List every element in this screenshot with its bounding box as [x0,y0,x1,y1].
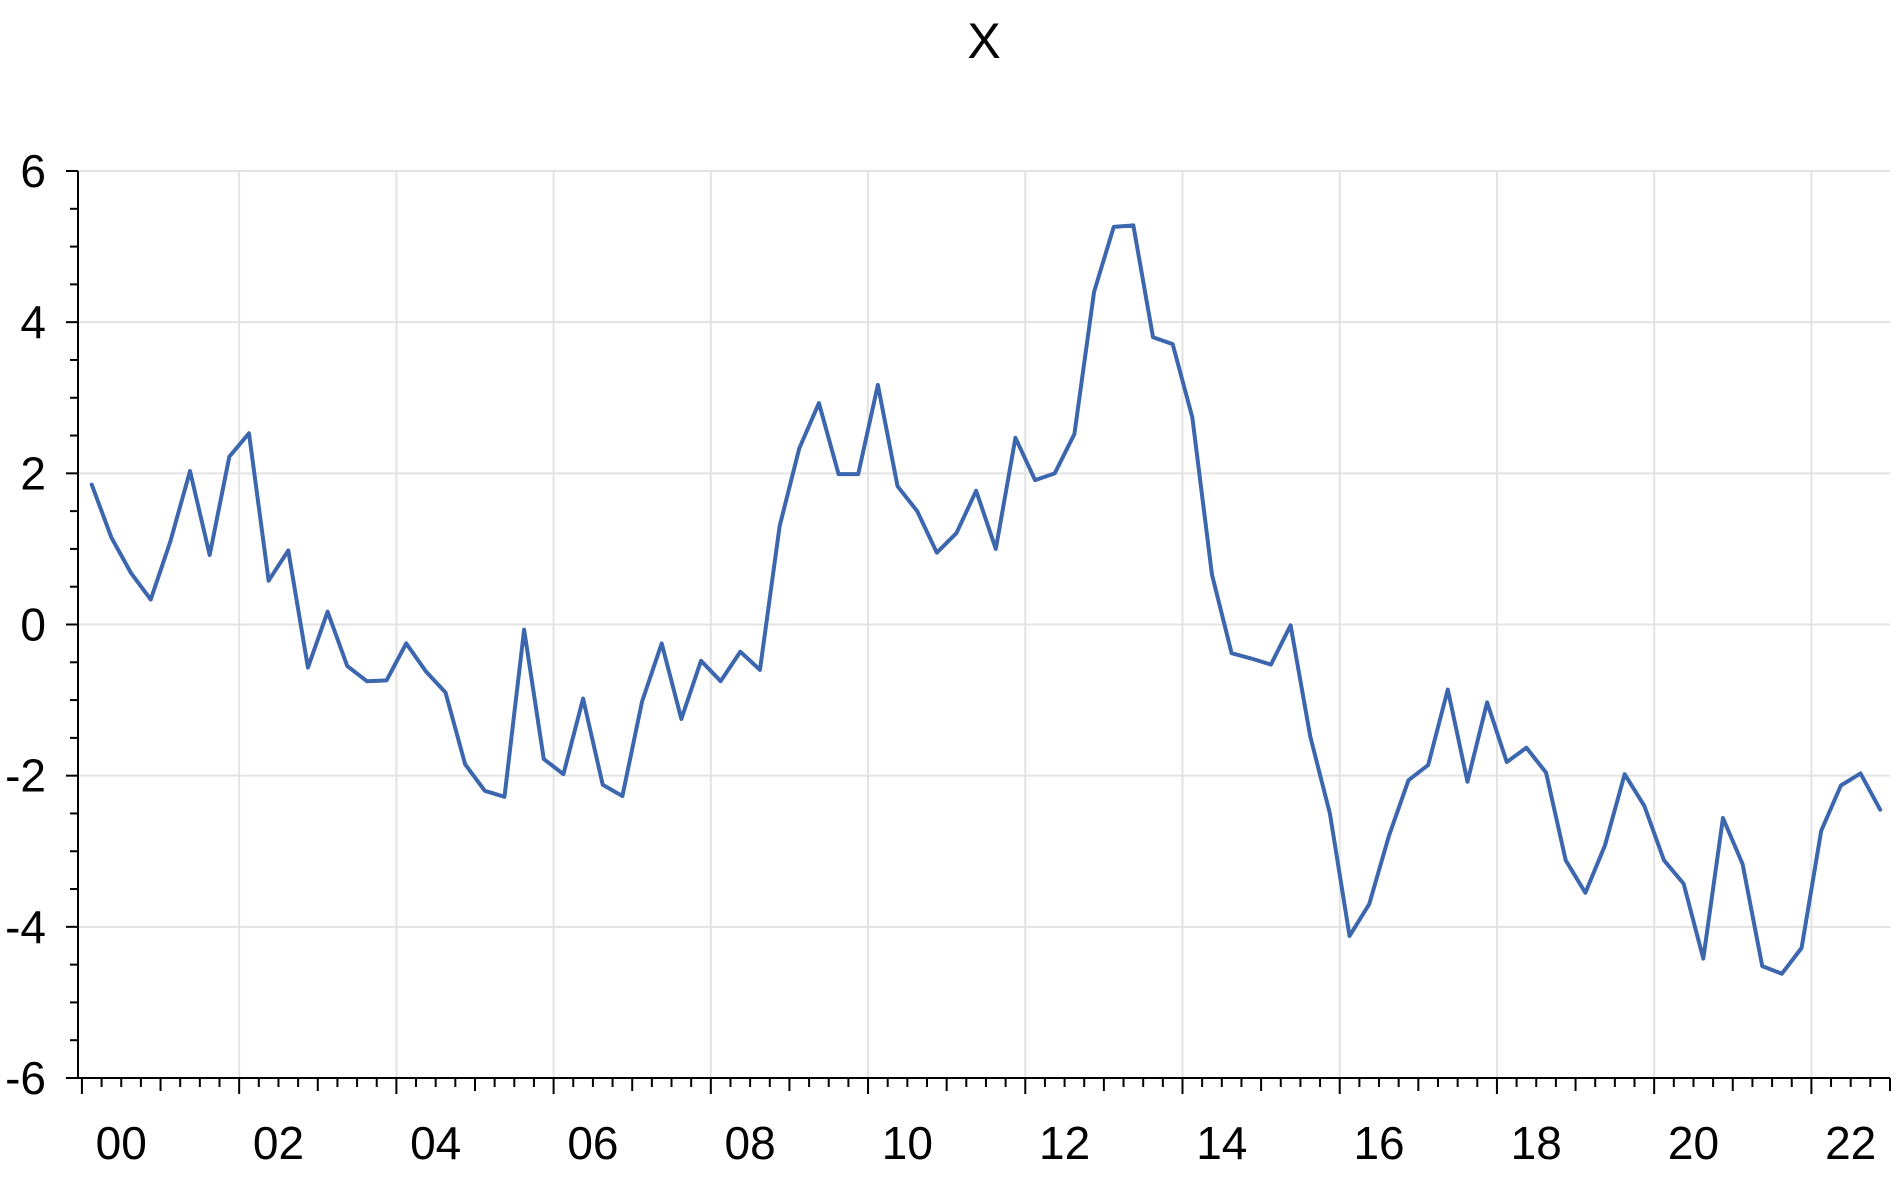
y-tick-label: 2 [20,447,46,499]
x-tick-label: 18 [1511,1117,1562,1169]
x-tick-label: 00 [96,1117,147,1169]
series-line-0 [89,223,1883,976]
x-tick-label: 12 [1039,1117,1090,1169]
gridlines [78,170,1890,1078]
y-tick-label: 4 [20,296,46,348]
x-tick-label: 04 [410,1117,461,1169]
x-tick-label: 16 [1353,1117,1404,1169]
x-tick-label: 14 [1196,1117,1247,1169]
y-tick-label: 0 [20,599,46,651]
x-tick-label: 06 [567,1117,618,1169]
y-tick-label: -6 [5,1052,46,1104]
x-tick-label: 08 [725,1117,776,1169]
y-tick-label: -2 [5,750,46,802]
chart-title: X [967,13,1000,69]
x-tick-label: 10 [882,1117,933,1169]
y-tick-label: -4 [5,901,46,953]
y-tick-label: 6 [20,145,46,197]
x-tick-label: 20 [1668,1117,1719,1169]
series-layer [89,223,1883,976]
x-tick-label: 02 [253,1117,304,1169]
x-tick-label: 22 [1825,1117,1876,1169]
